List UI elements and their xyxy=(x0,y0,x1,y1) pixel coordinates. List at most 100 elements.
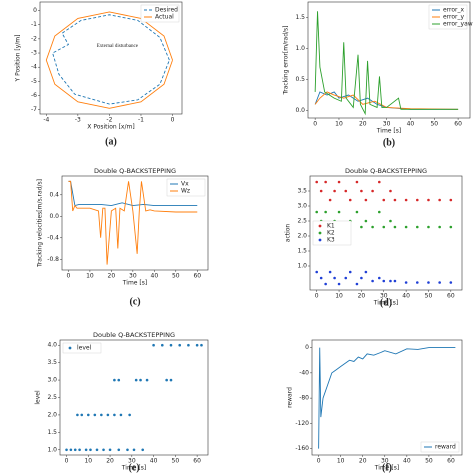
point xyxy=(169,343,173,347)
point xyxy=(337,210,341,214)
y-tick-label: -6 xyxy=(31,92,37,99)
x-tick-label: 0 xyxy=(67,273,71,280)
point xyxy=(324,180,327,184)
legend-label: level xyxy=(77,345,92,352)
x-tick-label: 40 xyxy=(403,458,411,465)
x-tick-label: 10 xyxy=(84,458,92,465)
point xyxy=(344,189,348,193)
y-tick-label: 2.0 xyxy=(47,411,57,418)
legend: level xyxy=(62,342,102,354)
legend-label: Actual xyxy=(155,14,174,21)
point xyxy=(360,225,363,229)
y-tick-label: -0.4 xyxy=(47,234,59,241)
point xyxy=(393,198,397,202)
x-axis-label: X Position [x/m] xyxy=(87,124,134,131)
legend-label: K3 xyxy=(327,237,335,244)
legend-swatch xyxy=(68,346,72,350)
point xyxy=(315,270,319,274)
x-tick-label: 10 xyxy=(86,273,94,280)
plot-area xyxy=(311,339,463,456)
y-tick-label: -120 xyxy=(295,420,309,427)
point xyxy=(427,198,430,202)
x-tick-label: 10 xyxy=(337,458,345,465)
x-axis-label: Time [s] xyxy=(122,280,147,287)
point xyxy=(371,225,374,229)
x-tick-label: 40 xyxy=(151,273,159,280)
point xyxy=(128,413,131,417)
point xyxy=(438,198,441,202)
y-tick-label: -40 xyxy=(299,369,309,376)
point xyxy=(165,378,168,382)
point xyxy=(141,448,145,452)
point xyxy=(382,279,386,283)
panel: 0 10 20 30 40 50 60 -0.8 -0.4 0.0 0.4 Double Q-BACK… xyxy=(37,167,209,307)
point xyxy=(393,279,397,283)
point xyxy=(69,448,73,452)
point xyxy=(348,270,352,274)
point xyxy=(404,198,408,202)
y-tick-label: 1.5 xyxy=(47,429,57,436)
y-tick-label: 1.0 xyxy=(295,45,305,52)
x-tick-label: 30 xyxy=(380,293,388,300)
point xyxy=(382,225,386,229)
point xyxy=(76,413,79,417)
legend-box xyxy=(140,4,180,23)
x-tick-label: 40 xyxy=(150,458,158,465)
y-axis-label: Tracking velocities[m/s,rad/s] xyxy=(37,179,44,268)
line xyxy=(68,180,198,265)
legend-box xyxy=(420,441,460,453)
point xyxy=(355,210,359,214)
point xyxy=(108,448,112,452)
y-tick-label: -160 xyxy=(295,445,309,452)
chart-title: Double Q-BACKSTEPPING xyxy=(93,331,175,339)
point xyxy=(119,413,123,417)
point xyxy=(315,180,319,184)
point xyxy=(404,281,408,284)
point xyxy=(145,378,149,382)
point xyxy=(377,276,381,280)
point xyxy=(371,279,374,283)
y-tick-label: 1.0 xyxy=(47,446,57,453)
point xyxy=(364,270,368,274)
point xyxy=(324,282,327,286)
point xyxy=(324,210,327,214)
point xyxy=(333,276,336,280)
y-tick-label: -1 xyxy=(31,21,37,28)
x-tick-label: 20 xyxy=(359,458,367,465)
point xyxy=(113,413,116,417)
chart-title: Double Q-BACKSTEPPING xyxy=(345,167,427,175)
point xyxy=(364,219,368,223)
legend-swatch xyxy=(318,224,322,228)
legend-label: K1 xyxy=(327,223,335,230)
y-tick-label: -2 xyxy=(31,35,37,42)
x-axis-label: Time [s] xyxy=(373,300,398,307)
y-axis-label: action xyxy=(285,224,292,243)
point xyxy=(427,281,430,284)
legend-label: reward xyxy=(435,444,456,451)
y-tick-label: -4 xyxy=(31,64,37,71)
plot-area xyxy=(59,339,209,456)
point xyxy=(200,343,203,347)
point xyxy=(126,448,129,452)
legend-swatch xyxy=(318,238,322,242)
y-tick-label: 2.0 xyxy=(297,233,307,240)
y-axis-label: Tracking error[m/rad/s] xyxy=(283,25,290,95)
x-tick-label: 0 xyxy=(317,458,321,465)
point xyxy=(415,225,419,229)
x-tick-label: 20 xyxy=(358,293,366,300)
point xyxy=(344,276,348,280)
x-axis-label: Time [s] xyxy=(121,465,146,472)
x-tick-label: 40 xyxy=(407,121,415,128)
point xyxy=(333,189,336,193)
x-tick-label: -3 xyxy=(75,117,81,124)
point xyxy=(415,198,419,202)
y-tick-label: 1.5 xyxy=(297,248,307,255)
point xyxy=(132,448,136,452)
y-tick-label: 2.5 xyxy=(47,394,57,401)
point xyxy=(415,281,419,284)
point xyxy=(438,281,441,284)
point xyxy=(117,378,121,382)
